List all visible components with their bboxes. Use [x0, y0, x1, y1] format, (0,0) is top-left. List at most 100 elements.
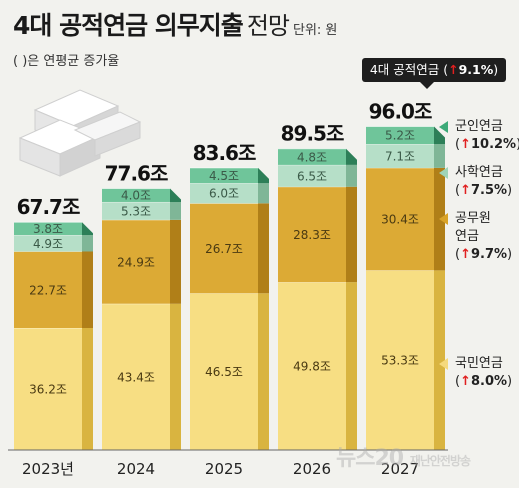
segment-value-label: 26.7조: [205, 242, 243, 256]
bar-side-military: [434, 126, 445, 145]
bar-segment-private-school: [102, 201, 170, 220]
callout-close: ): [493, 62, 499, 77]
bar-side-civil-servant: [258, 203, 269, 294]
legend-private-school: 사학연금 (↑7.5%): [439, 164, 512, 200]
bar-side-national: [170, 303, 181, 450]
bar-side-national: [346, 282, 357, 450]
segment-value-label: 7.1조: [385, 149, 415, 163]
x-tick-label: 2025: [205, 460, 243, 478]
bar-side-national: [258, 293, 269, 450]
bar-side-military: [258, 167, 269, 184]
x-tick-label: 2024: [117, 460, 155, 478]
bar-segment-civil-servant: [278, 186, 346, 283]
up-arrow-icon: ↑: [460, 183, 471, 198]
bar-1: 43.4조 24.9조 5.3조4.0조 77.6조: [102, 161, 181, 450]
total-value-label: 67.7조: [17, 195, 80, 219]
unit-label: 단위: 원: [292, 23, 338, 38]
bar-segment-national: [278, 282, 346, 450]
bar-side-military: [170, 188, 181, 202]
segment-value-label: 36.2조: [29, 383, 67, 397]
bar-segment-private-school: [366, 144, 434, 168]
bar-segment-military: [14, 222, 82, 235]
up-arrow-icon: ↑: [460, 247, 471, 262]
bar-segment-national: [102, 303, 170, 450]
title-main: 4대 공적연금 의무지출: [13, 11, 244, 40]
bar-side-civil-servant: [170, 219, 181, 304]
legend-triangle-icon: [439, 121, 448, 133]
bar-side-private-school: [170, 201, 181, 220]
bar-2: 46.5조 26.7조 6.0조 4.5조 83.6조: [190, 141, 269, 450]
bar-segment-military: [366, 126, 434, 145]
bar-segment-civil-servant: [14, 251, 82, 329]
total-value-label: 77.6조: [105, 161, 168, 185]
x-tick-label: 2027: [381, 460, 419, 478]
segment-value-label: 5.3조: [121, 204, 151, 218]
bar-segment-military: [278, 148, 346, 165]
up-arrow-icon: ↑: [460, 374, 471, 389]
title-sub: 전망: [246, 12, 290, 40]
total-value-label: 96.0조: [369, 99, 432, 123]
bar-side-civil-servant: [82, 251, 93, 329]
segment-value-label: 49.8조: [293, 360, 331, 374]
legend-name: 사학연금: [455, 165, 503, 180]
segment-value-label: 4.8조: [297, 150, 327, 164]
segment-value-label: 3.8조: [33, 222, 63, 236]
segment-value-label: 28.3조: [293, 228, 331, 242]
legend-rate: 7.5%: [470, 183, 508, 198]
legend-triangle-icon: [439, 358, 448, 370]
growth-rate-note: ( )은 연평균 증가율: [13, 54, 120, 69]
total-value-label: 83.6조: [193, 141, 256, 165]
up-arrow-icon: ↑: [448, 62, 459, 77]
bar-side-private-school: [434, 144, 445, 168]
bar-side-private-school: [258, 183, 269, 204]
chart-title: 4대 공적연금 의무지출 전망 단위: 원: [13, 6, 337, 42]
legend-name: 군인연금: [455, 119, 503, 134]
decorative-building-illustration: [18, 89, 142, 177]
bar-segment-national: [366, 270, 434, 450]
bar-side-private-school: [346, 164, 357, 187]
bar-segment-private-school: [278, 164, 346, 187]
segment-value-label: 30.4조: [381, 213, 419, 227]
total-growth-callout: 4대 공적연금 (↑9.1%): [362, 58, 506, 89]
bar-segment-private-school: [14, 234, 82, 252]
legend-rate: 8.0%: [470, 374, 508, 389]
watermark-sub: 재난안전방송: [409, 454, 471, 468]
legend-rate: 10.2%: [470, 137, 517, 152]
bar-segment-civil-servant: [366, 167, 434, 271]
bars-group: 36.2조 22.7조 4.9조3.8조 67.7조 43.4조 24.9조 5.3조4.0…: [14, 99, 445, 450]
bar-side-civil-servant: [346, 186, 357, 283]
bar-segment-civil-servant: [102, 219, 170, 304]
segment-value-label: 4.5조: [209, 169, 239, 183]
bar-side-national: [82, 328, 93, 450]
segment-value-label: 24.9조: [117, 255, 155, 269]
segment-value-label: 43.4조: [117, 370, 155, 384]
bar-segment-national: [190, 293, 258, 450]
segment-value-label: 4.0조: [121, 189, 151, 203]
segment-value-label: 6.5조: [297, 169, 327, 183]
watermark-brand: 뉴스20: [336, 446, 404, 471]
legend-triangle-icon: [439, 167, 448, 179]
segment-value-label: 53.3조: [381, 354, 419, 368]
bar-side-military: [346, 148, 357, 165]
legend-national: 국민연금 (↑8.0%): [439, 355, 512, 391]
legend-name-line2: 연금: [455, 229, 479, 244]
bar-4: 53.3조 30.4조 7.1조 5.2조 96.0조: [366, 99, 445, 450]
bar-segment-military: [102, 188, 170, 202]
bar-segment-national: [14, 328, 82, 450]
legend-military: 군인연금 (↑10.2%): [439, 118, 519, 154]
x-tick-label: 2026: [293, 460, 331, 478]
legend-name: 공무원: [455, 211, 491, 226]
legend-civil-servant: 공무원 연금 (↑9.7%): [439, 210, 512, 264]
segment-value-label: 4.9조: [33, 237, 63, 251]
bar-segment-civil-servant: [190, 203, 258, 294]
callout-rate: 9.1%: [458, 62, 494, 77]
bar-side-military: [82, 222, 93, 235]
bar-segment-military: [190, 167, 258, 184]
bar-segment-private-school: [190, 183, 258, 204]
bar-side-private-school: [82, 234, 93, 252]
callout-label: 4대 공적연금 (: [369, 62, 449, 77]
legend-name: 국민연금: [455, 356, 503, 371]
segment-value-label: 5.2조: [385, 129, 415, 143]
legend-rate: 9.7%: [470, 247, 508, 262]
